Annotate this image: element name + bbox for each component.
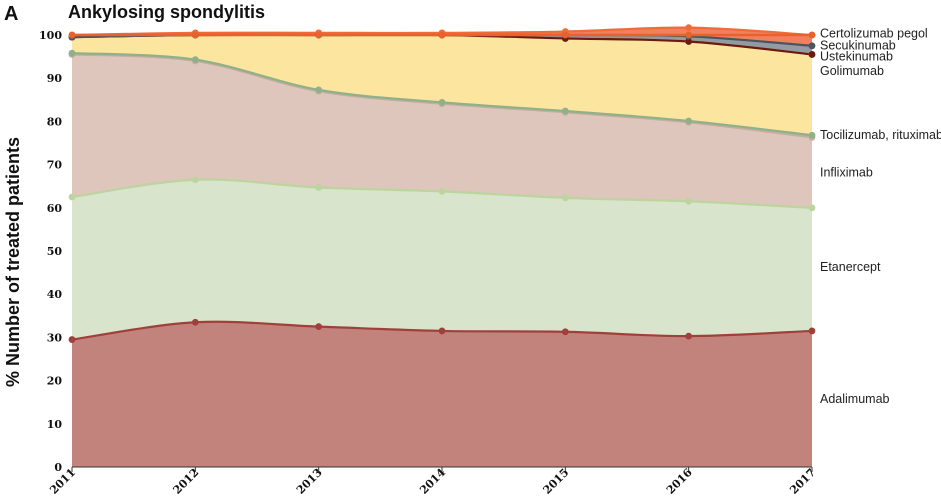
point-etanercept-2011 — [68, 193, 76, 201]
y-tick-label: 50 — [47, 245, 63, 258]
point-adalimumab-2015 — [561, 328, 569, 336]
point-tocilizumab-rituximab-2017 — [808, 131, 816, 139]
point-total-2015 — [561, 31, 569, 39]
y-tick-label: 40 — [47, 288, 63, 301]
area-certolizumab-pegol — [72, 27, 812, 46]
area-layers — [72, 27, 812, 467]
series-points — [68, 24, 816, 343]
panel-letter: A — [4, 3, 18, 25]
label-etanercept: Etanercept — [820, 260, 881, 274]
point-etanercept-2017 — [808, 204, 816, 212]
x-tick-label: 2012 — [171, 466, 202, 497]
point-total-2014 — [438, 31, 446, 39]
point-adalimumab-2013 — [315, 323, 323, 330]
point-tocilizumab-rituximab-2013 — [315, 86, 323, 94]
point-etanercept-2013 — [315, 184, 323, 191]
point-adalimumab-2014 — [438, 327, 446, 335]
y-tick-label: 90 — [47, 72, 63, 85]
label-secukinumab: Secukinumab — [820, 38, 896, 52]
x-tick-label: 2015 — [541, 466, 572, 497]
area-golimumab — [72, 34, 812, 136]
label-tocilizumab-rituximab: Tocilizumab, rituximab — [820, 128, 941, 142]
point-ustekinumab-2016 — [685, 38, 693, 45]
y-axis-label: % Number of treated patients — [3, 137, 23, 387]
label-adalimumab: Adalimumab — [820, 392, 890, 406]
series-labels: Certolizumab pegolSecukinumabUstekinumab… — [820, 27, 941, 406]
point-total-2012 — [191, 31, 199, 39]
y-tick-label: 100 — [39, 29, 62, 42]
point-adalimumab-2011 — [68, 336, 76, 343]
label-infliximab: Infliximab — [820, 166, 873, 180]
point-total-2017 — [808, 31, 816, 39]
label-ustekinumab: Ustekinumab — [820, 50, 893, 64]
point-total-2016 — [685, 31, 693, 39]
point-tocilizumab-rituximab-2011 — [68, 49, 76, 57]
x-tick-label: 2013 — [294, 466, 325, 497]
y-tick-label: 80 — [47, 115, 63, 128]
point-etanercept-2012 — [191, 176, 199, 184]
point-tocilizumab-rituximab-2015 — [561, 107, 569, 115]
point-tocilizumab-rituximab-2014 — [438, 98, 446, 106]
y-tick-label: 30 — [47, 331, 63, 344]
x-tick-label: 2017 — [787, 466, 818, 497]
point-secukinumab-2017 — [808, 42, 816, 50]
point-total-2013 — [315, 31, 323, 39]
y-tick-label: 20 — [47, 375, 63, 388]
point-adalimumab-2017 — [808, 327, 816, 335]
point-etanercept-2015 — [561, 194, 569, 202]
y-tick-label: 60 — [47, 202, 63, 215]
point-total-2011 — [68, 31, 76, 39]
point-adalimumab-2016 — [685, 332, 693, 340]
point-tocilizumab-rituximab-2012 — [191, 56, 199, 64]
x-tick-label: 2011 — [47, 466, 78, 497]
chart-title: Ankylosing spondylitis — [68, 2, 265, 22]
y-tick-label: 70 — [47, 159, 63, 172]
label-certolizumab-pegol: Certolizumab pegol — [820, 27, 928, 41]
area-adalimumab — [72, 321, 812, 467]
point-etanercept-2014 — [438, 187, 446, 195]
point-adalimumab-2012 — [191, 318, 199, 326]
label-golimumab: Golimumab — [820, 64, 884, 78]
x-tick-label: 2014 — [417, 466, 448, 497]
point-tocilizumab-rituximab-2016 — [685, 117, 693, 125]
point-ustekinumab-2017 — [808, 51, 816, 58]
point-etanercept-2016 — [685, 197, 693, 205]
point-certolizumab-pegol-2016 — [685, 24, 693, 32]
y-tick-label: 10 — [47, 418, 63, 431]
y-tick-label: 0 — [54, 461, 62, 474]
area-etanercept — [72, 179, 812, 340]
area-infliximab — [72, 54, 812, 208]
x-tick-label: 2016 — [664, 466, 695, 497]
